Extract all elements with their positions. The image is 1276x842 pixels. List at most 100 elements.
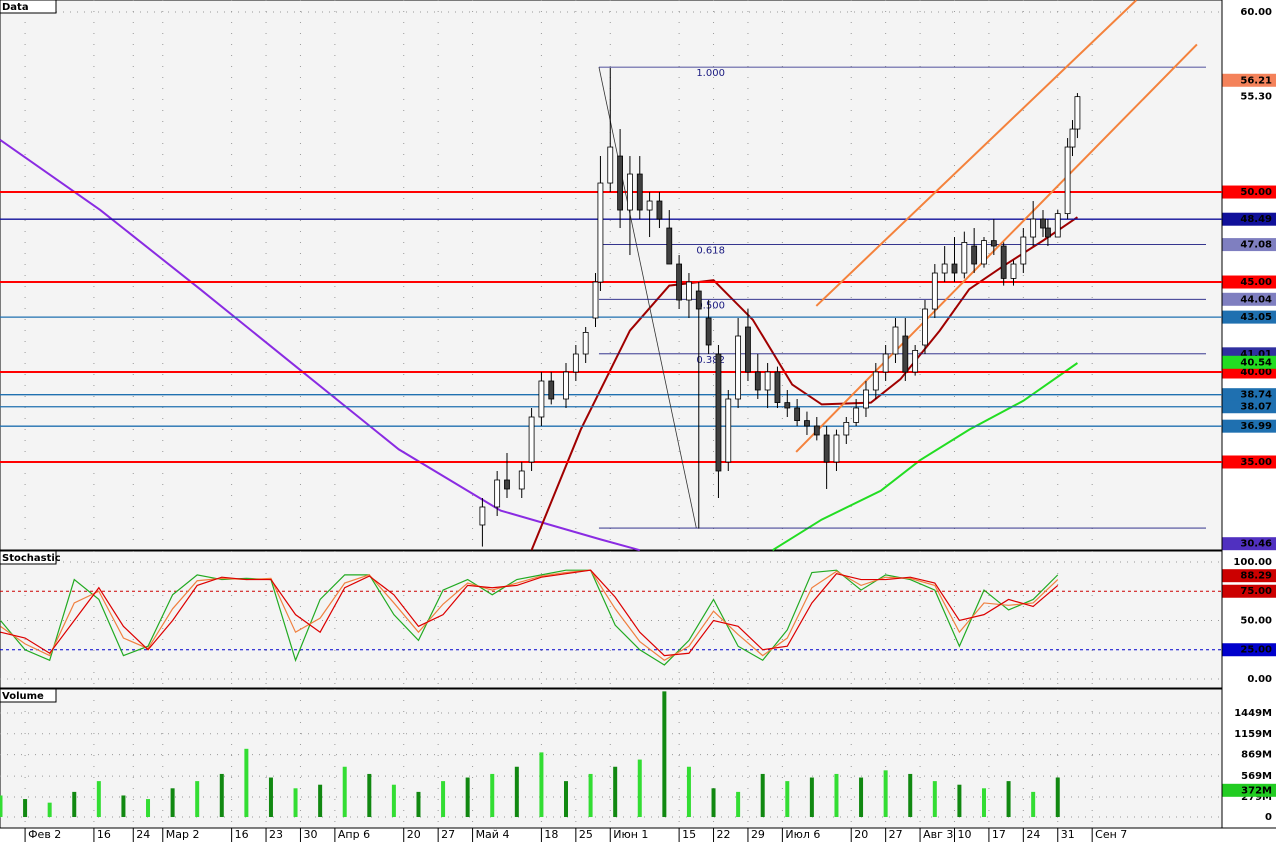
x-tick-label: 16 [97,828,111,841]
panel-title: Volume [2,691,44,702]
price-tag-label: 36.99 [1240,421,1272,432]
candle-body [764,371,771,391]
volume-bar [736,791,741,818]
price-tag-label: 40.54 [1240,357,1272,368]
candle-body [676,263,683,301]
candle-body [705,317,712,346]
price-panel [0,0,1223,551]
moving-average [772,362,1078,552]
candle-body [715,353,722,472]
candle-body [1030,218,1037,238]
price-tag [1222,238,1276,252]
price-tag [1222,537,1276,551]
candle-body [627,173,633,211]
candle-body [592,281,599,319]
fib-label: 1.000 [696,68,725,79]
volume-bar [441,781,446,818]
candle-body [666,227,673,265]
panel-title: Data [2,2,29,13]
x-tick-label: 27 [889,828,903,841]
x-tick-label: 18 [544,828,558,841]
y-tick-label: 50.00 [1240,615,1272,626]
y-tick-label: 279M [1241,792,1272,803]
volume-bar [0,795,3,818]
candle-body [504,479,510,490]
volume-bar [195,781,200,818]
x-tick-label: 31 [1061,828,1075,841]
candle-body [843,421,850,436]
candle-body [528,416,535,463]
volume-bar [146,799,151,818]
price-tag-label: 45.00 [1240,277,1272,288]
moving-average [530,216,1078,551]
price-tag [1222,584,1276,598]
price-tag-label: 75.00 [1240,586,1272,597]
x-tick-label: 22 [717,828,731,841]
panel-title-box [0,688,57,703]
price-tag [1222,212,1276,226]
trendline [795,43,1198,453]
y-tick-label: 869M [1241,750,1272,761]
x-tick-label: 10 [957,828,971,841]
volume-bar [564,781,569,818]
panel-title-box [0,550,57,565]
volume-bar [121,795,126,818]
price-tag-label: 47.08 [1240,240,1272,251]
volume-bar [1031,791,1036,818]
x-tick-label: Апр 6 [338,828,370,841]
candle-body [794,407,801,421]
x-tick-label: 30 [303,828,317,841]
candle-body [754,371,761,391]
volume-bar [711,788,716,818]
x-tick-label: 25 [579,828,593,841]
panel-title-box [0,0,57,14]
candle-body [563,371,569,400]
candle-body [833,434,840,463]
price-tag [1222,275,1276,289]
candle-body [1010,263,1017,279]
candle-body [971,245,978,265]
volume-bar [268,777,273,818]
candle-body [735,335,742,400]
candle-body [823,434,830,463]
volume-bar [367,773,372,818]
volume-bar [662,691,667,818]
volume-bar [342,766,347,818]
volume-bar [637,759,642,818]
candle-body [572,353,579,373]
candle-body [617,155,623,211]
candle-body [479,506,486,526]
y-tick-label: 0.00 [1247,674,1272,685]
candle-body [863,389,869,409]
volume-bar [490,773,495,818]
candle-body [912,350,919,373]
volume-bar [834,773,839,818]
candle-body [1040,218,1046,229]
volume-bar [96,781,101,818]
price-tag-label: 55.30 [1240,92,1272,103]
price-tag-label: 25.00 [1240,645,1272,656]
candle-body [538,380,545,418]
x-tick-label: 23 [269,828,283,841]
x-tick-label: Фев 2 [28,828,61,841]
price-tag-label: 372M [1241,785,1272,796]
price-tag-label: 43.05 [1240,312,1272,323]
volume-bar [416,791,421,818]
x-tick-label: 16 [235,828,249,841]
x-tick-label: 20 [407,828,421,841]
x-tick-label: Май 4 [476,828,510,841]
price-tag-label: 38.74 [1240,390,1272,401]
price-tag-label: 44.04 [1240,294,1272,305]
y-tick-label: 100.00 [1233,557,1272,568]
candle-body [882,353,889,373]
price-tag [1222,569,1276,583]
x-tick-label: Июл 6 [785,828,820,841]
volume-bar [981,788,986,818]
candle-body [518,470,525,490]
x-tick-label: Сен 7 [1095,828,1127,841]
price-tag [1222,185,1276,199]
price-tag [1222,292,1276,306]
volume-bar [293,788,298,818]
candle-body [745,326,751,373]
price-tag [1222,355,1276,369]
